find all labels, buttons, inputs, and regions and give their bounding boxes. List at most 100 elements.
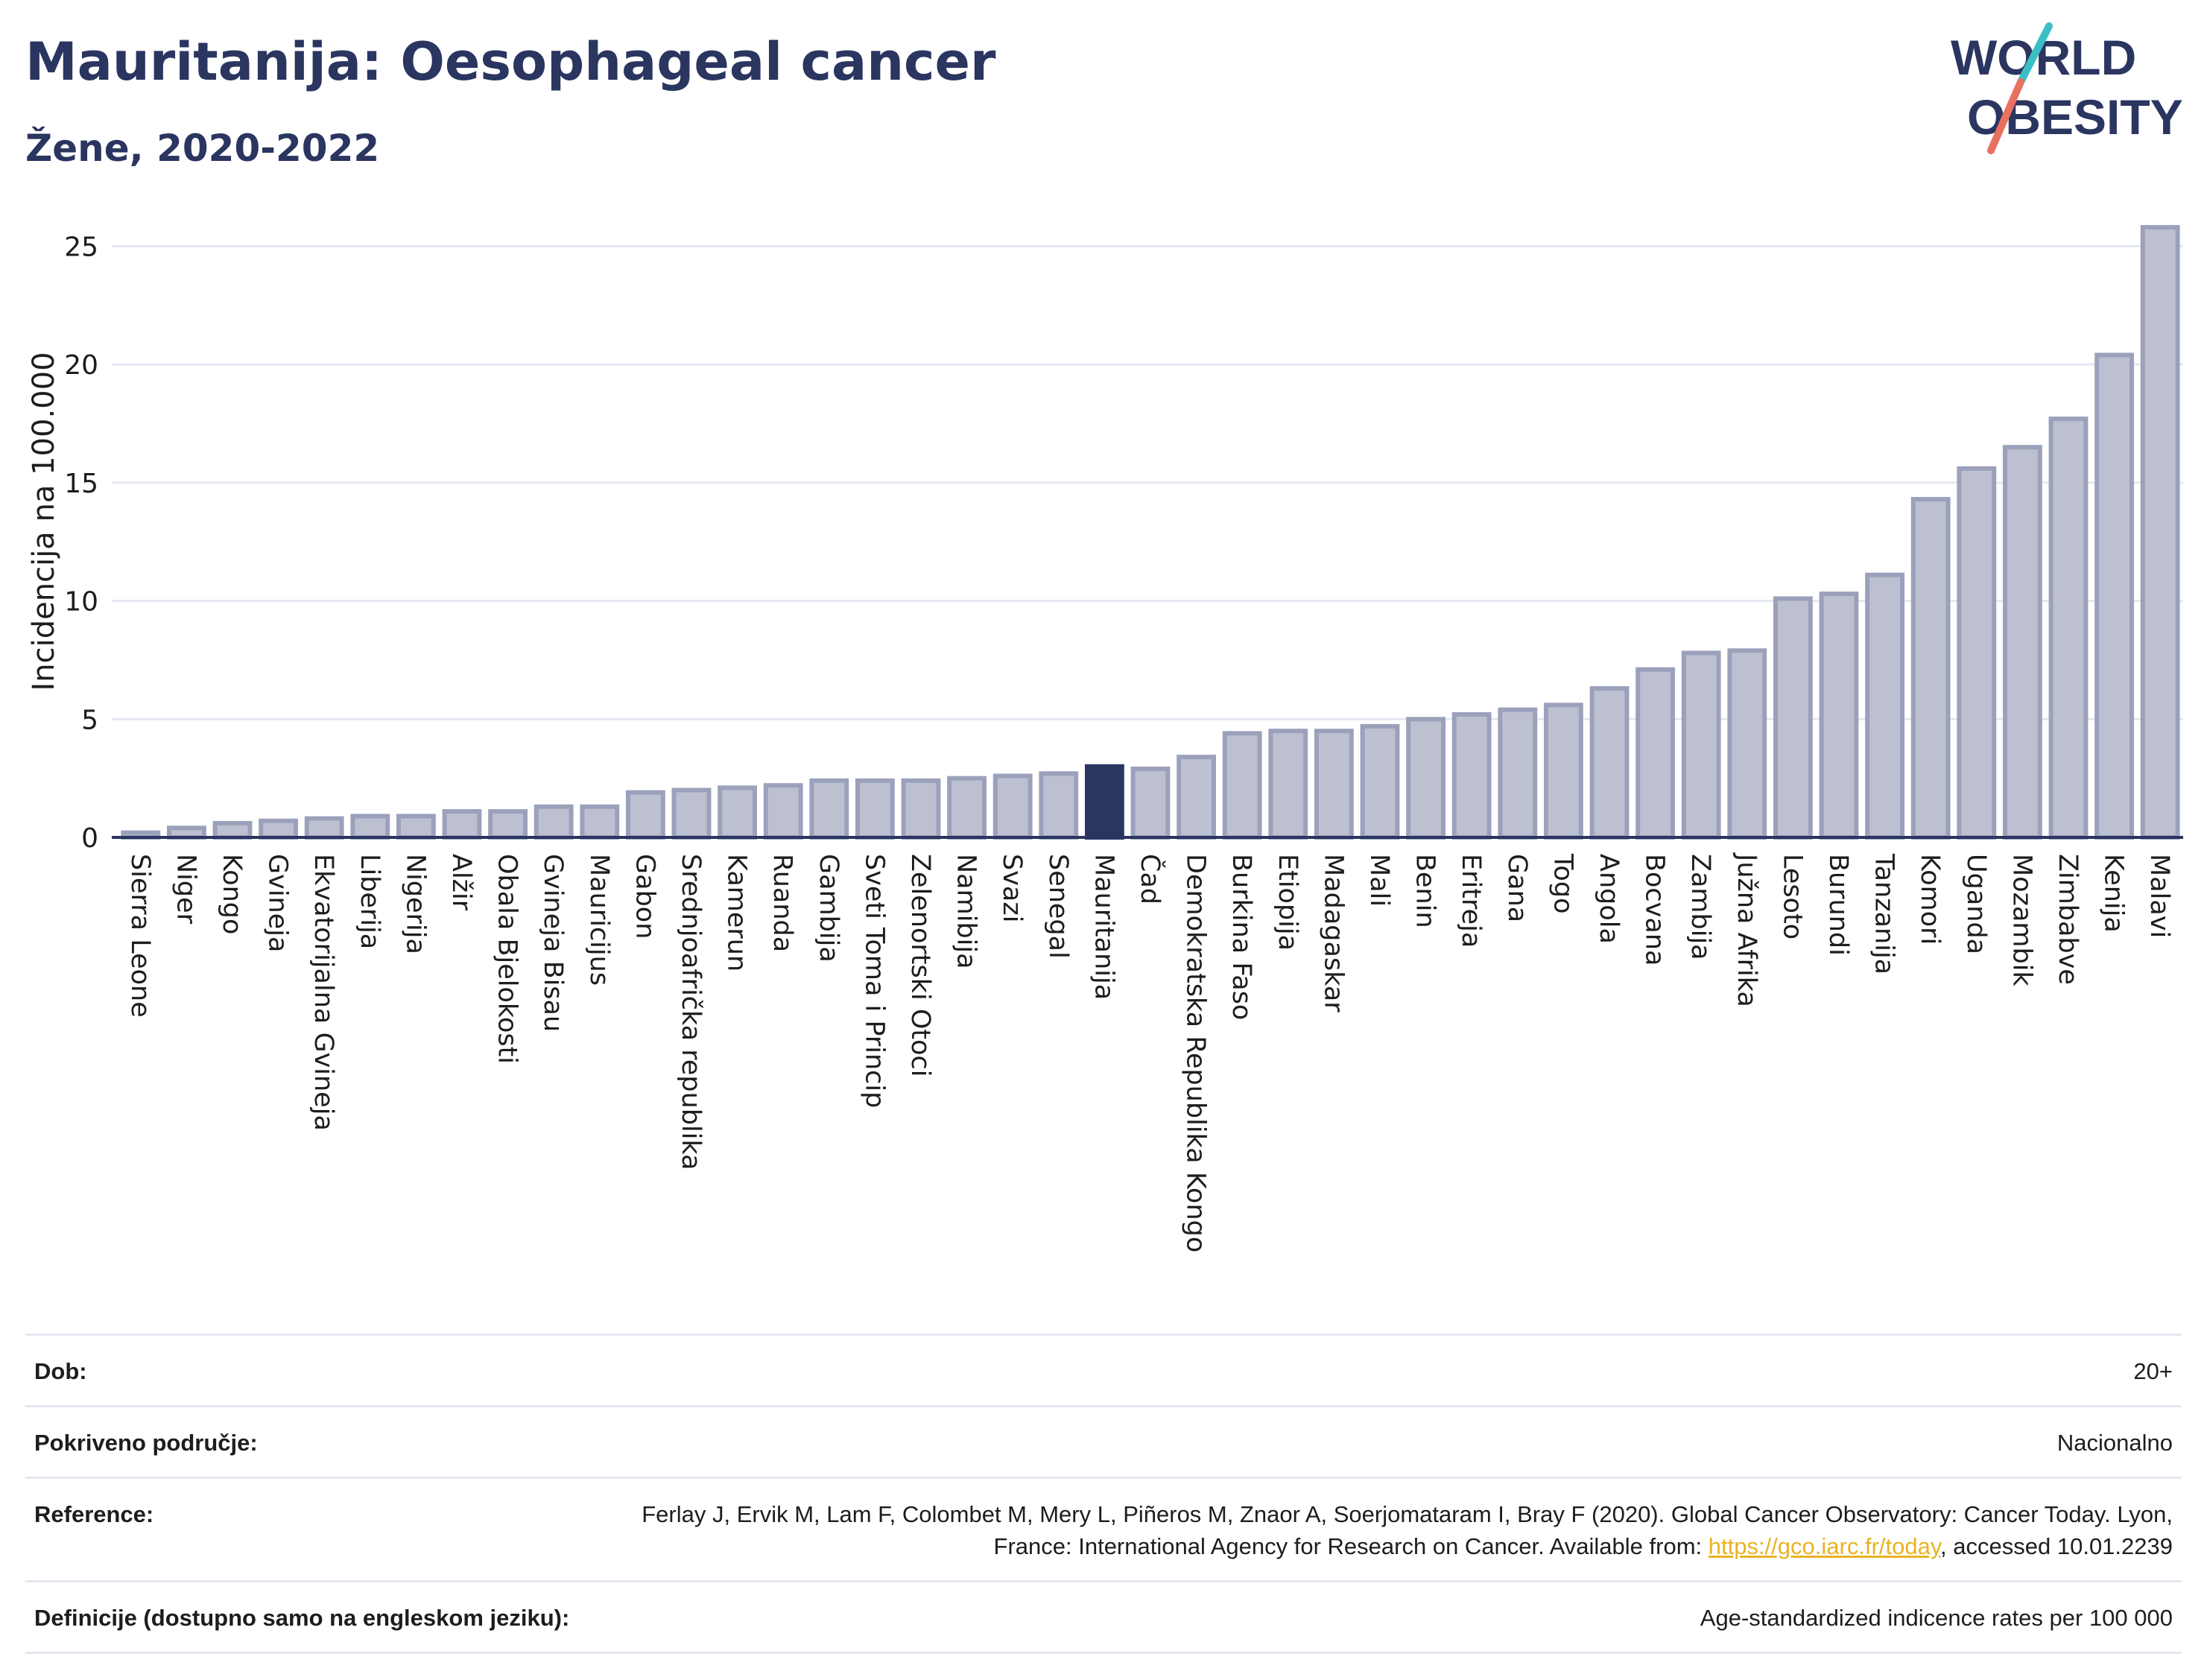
x-tick-label: Tanzanija: [1869, 853, 1899, 974]
info-label: Definicije (dostupno samo na engleskom j…: [34, 1605, 570, 1631]
bar-gvineja: [259, 818, 299, 840]
x-tick-label: Lesoto: [1777, 854, 1807, 939]
bar-etiopija: [1268, 729, 1308, 840]
bar-angola: [1589, 686, 1630, 840]
y-tick-label: 5: [81, 705, 98, 735]
bar-uganda: [1957, 466, 1997, 840]
bar-lesoto: [1773, 596, 1813, 840]
info-row-coverage: Pokriveno područje: Nacionalno: [25, 1405, 2182, 1477]
x-tick-label: Benin: [1410, 854, 1440, 928]
x-tick-label: Sierra Leone: [125, 854, 155, 1018]
info-value: Nacionalno: [2056, 1430, 2173, 1456]
info-row-reference: Reference: Ferlay J, Ervik M, Lam F, Col…: [25, 1477, 2182, 1580]
bar-senegal: [1039, 771, 1079, 840]
y-tick-label: 0: [81, 823, 98, 854]
x-tick-label: Čad: [1135, 854, 1166, 904]
bar-gana: [1498, 707, 1538, 840]
x-tick-label: Angola: [1594, 854, 1624, 944]
bar-eritreja: [1451, 711, 1492, 840]
y-axis-label: Incidencija na 100.000: [27, 352, 61, 691]
logo-slash-teal: [2017, 22, 2053, 86]
bar-srednjoafrička-republika: [671, 787, 712, 840]
bar-kenija: [2094, 352, 2135, 840]
x-tick-label: Zimbabve: [2053, 854, 2083, 985]
bar-burkina-faso: [1222, 731, 1262, 840]
bar-gvineja-bisau: [533, 804, 574, 840]
bar-liberija: [350, 814, 390, 840]
x-tick-labels: Sierra Leone Niger Kongo Gvineja Ekvatorijal…: [125, 852, 2174, 1252]
y-tick-label: 20: [64, 350, 98, 381]
bar-kongo: [212, 820, 253, 840]
reference-accessed: , accessed 10.01.2239: [1940, 1533, 2173, 1559]
x-tick-label: Gana: [1502, 854, 1532, 922]
world-obesity-logo: WORLD OBESITY: [1951, 22, 2183, 154]
x-tick-label: Mozambik: [2007, 854, 2036, 986]
x-tick-label: Liberija: [355, 854, 384, 949]
x-tick-label: Kamerun: [722, 854, 752, 971]
bar-bocvana: [1635, 667, 1676, 840]
info-label: Dob:: [34, 1358, 87, 1384]
x-tick-label: Madagaskar: [1318, 854, 1348, 1012]
x-tick-label: Obala Bjelokosti: [493, 854, 522, 1064]
x-tick-label: Demokratska Republika Kongo: [1181, 854, 1211, 1252]
x-tick-label: Mauritanija: [1089, 854, 1118, 1000]
x-tick-label: Kenija: [2099, 854, 2129, 933]
x-tick-label: Alžir: [446, 854, 476, 911]
x-tick-label: Ekvatorijalna Gvineja: [308, 854, 338, 1131]
x-tick-label: Burundi: [1823, 854, 1853, 956]
bar-tanzanija: [1865, 572, 1905, 840]
bar-madagaskar: [1314, 729, 1354, 840]
bar-ekvatorijalna-gvineja: [304, 816, 344, 840]
reference-text: Ferlay J, Ervik M, Lam F, Colombet M, Me…: [642, 1501, 2173, 1559]
bar-nigerija: [396, 814, 436, 840]
x-tick-label: Zambija: [1685, 854, 1715, 960]
info-value: Ferlay J, Ervik M, Lam F, Colombet M, Me…: [571, 1498, 2173, 1562]
bar-malavi: [2140, 225, 2180, 840]
y-tick-label: 15: [64, 469, 98, 499]
x-tick-label: Zelenortski Otoci: [905, 854, 935, 1077]
bar-južna-afrika: [1727, 648, 1767, 840]
bar-gambija: [809, 778, 849, 840]
info-value: 20+: [2133, 1358, 2173, 1384]
x-tick-label: Nigerija: [400, 854, 430, 954]
x-tick-label: Kongo: [217, 854, 247, 934]
x-tick-label: Eritreja: [1456, 854, 1486, 948]
chart-title: Mauritanija: Oesophageal cancer: [25, 31, 996, 92]
bars: [121, 225, 2180, 840]
x-tick-label: Burkina Faso: [1226, 854, 1256, 1020]
chart-subtitle: Žene, 2020-2022: [25, 127, 380, 170]
bar-alžir: [442, 809, 482, 840]
x-tick-label: Mauricijus: [584, 854, 614, 986]
bar-ruanda: [763, 783, 803, 840]
bar-mali: [1360, 723, 1400, 840]
x-tick-label: Gambija: [814, 854, 843, 963]
x-tick-label: Mali: [1364, 854, 1394, 907]
x-tick-label: Sveti Toma i Princip: [859, 854, 889, 1108]
bar-zambija: [1681, 650, 1721, 840]
bar-zimbabve: [2048, 416, 2089, 840]
y-tick-label: 10: [64, 587, 98, 618]
info-value: Age-standardized indicence rates per 100…: [1700, 1605, 2173, 1631]
reference-link[interactable]: https://gco.iarc.fr/today: [1708, 1533, 1941, 1559]
info-row-definitions: Definicije (dostupno samo na engleskom j…: [25, 1580, 2182, 1654]
x-tick-label: Južna Afrika: [1732, 852, 1761, 1007]
bar-togo: [1543, 703, 1583, 840]
x-tick-label: Uganda: [1961, 854, 1991, 954]
bar-zelenortski-otoci: [901, 778, 941, 840]
x-tick-label: Ruanda: [767, 854, 797, 952]
x-tick-label: Niger: [171, 854, 200, 925]
bar-benin: [1406, 717, 1446, 840]
info-label: Reference:: [34, 1501, 154, 1527]
x-tick-label: Senegal: [1043, 854, 1073, 959]
bar-namibija: [947, 776, 987, 840]
x-tick-label: Togo: [1548, 853, 1577, 913]
bar-svazi: [992, 773, 1033, 840]
bar-sveti-toma-i-princip: [855, 778, 895, 840]
x-tick-label: Svazi: [997, 854, 1027, 922]
bar-kamerun: [718, 785, 758, 840]
logo-slash-coral: [1987, 78, 2024, 154]
x-tick-label: Malavi: [2144, 854, 2174, 938]
bar-mozambik: [2002, 445, 2042, 840]
info-label: Pokriveno područje:: [34, 1430, 258, 1456]
x-tick-label: Gvineja: [263, 854, 293, 952]
